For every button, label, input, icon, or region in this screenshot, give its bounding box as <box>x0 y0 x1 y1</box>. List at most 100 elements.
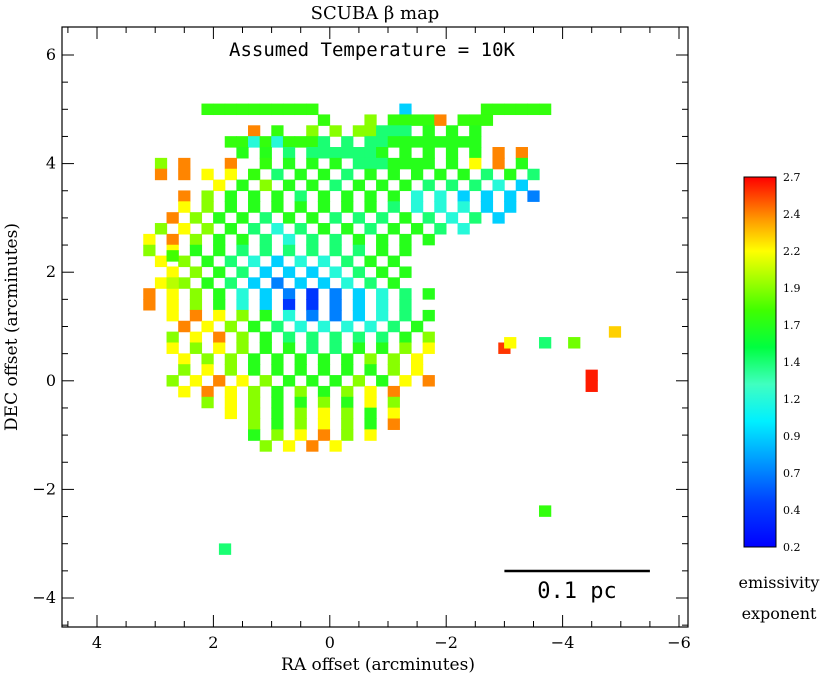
heatmap-cell <box>480 168 494 181</box>
heatmap-cell <box>399 212 412 224</box>
heatmap-cell <box>282 440 296 452</box>
heatmap-cell <box>178 385 191 398</box>
heatmap-cell <box>271 201 284 213</box>
heatmap-cell <box>457 114 470 126</box>
colorbar: 2.7 2.4 2.2 1.9 1.7 1.4 1.2 0.9 0.7 0.4 0.2 <box>743 171 801 554</box>
heatmap-cell <box>364 396 377 409</box>
heatmap-cell <box>306 147 319 159</box>
heatmap-cell <box>236 309 249 322</box>
heatmap-cell <box>317 114 331 126</box>
heatmap-cell <box>457 223 470 235</box>
heatmap-cell <box>259 299 272 311</box>
heatmap-cell <box>539 505 552 517</box>
heatmap-cell <box>341 429 354 441</box>
heatmap-cell <box>259 440 272 452</box>
heatmap-cell <box>399 125 412 137</box>
heatmap-cell <box>317 385 331 398</box>
heatmap-cell <box>224 136 237 148</box>
heatmap-cell <box>201 168 214 181</box>
heatmap-cell <box>352 212 366 224</box>
heatmap-cell <box>457 201 470 213</box>
heatmap-cell <box>352 342 366 354</box>
heatmap-cell <box>189 342 203 354</box>
heatmap-cell <box>492 212 505 224</box>
heatmap-cell <box>213 244 226 257</box>
colorbar-tick-label: 0.4 <box>783 504 801 517</box>
heatmap-cell <box>166 375 179 387</box>
heatmap-cell <box>224 103 237 116</box>
heatmap-cell <box>399 103 412 116</box>
heatmap-cell <box>399 147 412 159</box>
heatmap-cell <box>364 223 377 235</box>
heatmap-cell <box>248 418 261 430</box>
heatmap-cell <box>399 309 412 322</box>
heatmap-cell <box>271 255 284 268</box>
heatmap-cell <box>387 364 400 376</box>
heatmap-cell <box>271 125 284 137</box>
heatmap-cell <box>341 353 354 365</box>
heatmap-cell <box>259 179 272 192</box>
heatmap-cell <box>410 364 424 376</box>
heatmap-cell <box>271 136 284 148</box>
heatmap-cell <box>376 147 389 159</box>
heatmap-cell <box>469 136 482 148</box>
heatmap-cell <box>364 157 377 170</box>
heatmap-cell <box>317 190 331 202</box>
heatmap-cell <box>294 429 307 441</box>
heatmap-cell <box>166 342 179 354</box>
heatmap-cell <box>352 233 366 246</box>
heatmap-cell <box>224 385 237 398</box>
heatmap-cell <box>178 223 191 235</box>
heatmap-cell <box>143 244 156 257</box>
heatmap-cell <box>259 212 272 224</box>
heatmap-cell <box>364 320 377 333</box>
heatmap-cell <box>282 375 296 387</box>
heatmap-cell <box>201 201 214 213</box>
heatmap-cell <box>422 157 435 170</box>
heatmap-cell <box>271 407 284 420</box>
heatmap-cell <box>341 201 354 213</box>
heatmap-cell <box>213 309 226 322</box>
heatmap-cell <box>306 244 319 257</box>
heatmap-cell <box>248 320 261 333</box>
heatmap-cell <box>282 212 296 224</box>
heatmap-cell <box>259 266 272 278</box>
heatmap-cell <box>317 147 331 159</box>
heatmap-cell <box>457 168 470 181</box>
heatmap-cell <box>294 277 307 289</box>
heatmap-cell <box>329 233 342 246</box>
heatmap-cell <box>294 396 307 409</box>
heatmap-cell <box>294 407 307 420</box>
heatmap-cell <box>317 223 331 235</box>
heatmap-cell <box>341 364 354 376</box>
heatmap-cell <box>166 331 179 344</box>
x-tick-label: 4 <box>92 633 102 652</box>
heatmap-cell <box>469 147 482 159</box>
x-tick-label: −6 <box>667 633 691 652</box>
heatmap-cell <box>376 125 389 137</box>
heatmap-cell <box>317 364 331 376</box>
heatmap-cell <box>201 103 214 116</box>
heatmap-cell <box>352 299 366 311</box>
heatmap-cell <box>201 320 214 333</box>
heatmap-cell <box>213 103 226 116</box>
heatmap-cell <box>154 168 168 181</box>
heatmap-cell <box>248 385 261 398</box>
y-tick-label: 0 <box>46 371 56 390</box>
heatmap-cell <box>282 233 296 246</box>
heatmap-cell <box>422 125 435 137</box>
heatmap-cell <box>259 147 272 159</box>
heatmap-cell <box>271 190 284 202</box>
heatmap-cell <box>166 288 179 300</box>
heatmap-cell <box>178 320 191 333</box>
heatmap-cell <box>434 190 447 202</box>
heatmap-cell <box>166 266 179 278</box>
heatmap-cell <box>166 309 179 322</box>
heatmap-cell <box>352 147 366 159</box>
heatmap-cell <box>376 309 389 322</box>
heatmap-cell <box>271 277 284 289</box>
heatmap-cell <box>376 212 389 224</box>
heatmap-cell <box>422 179 435 192</box>
heatmap-cell <box>329 309 342 322</box>
